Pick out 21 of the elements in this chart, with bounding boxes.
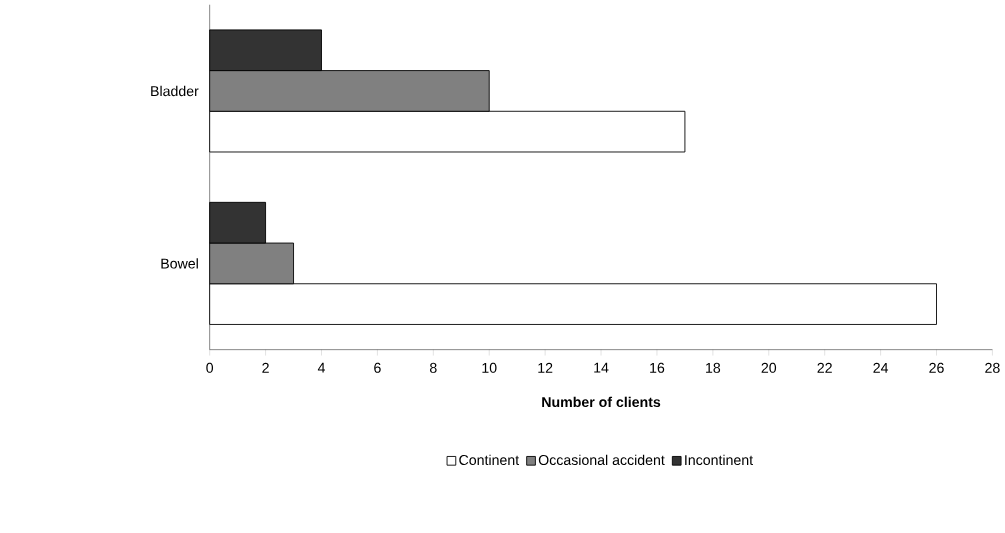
x-tick-label: 4 <box>317 362 326 373</box>
x-tick-label: 12 <box>538 362 553 373</box>
x-axis-title: Number of clients <box>542 396 661 407</box>
y-tick-label: Bowel <box>161 258 198 269</box>
legend-label: Incontinent <box>685 454 753 465</box>
x-tick-label: 28 <box>985 362 1000 373</box>
legend-label: Occasional accident <box>538 454 665 465</box>
x-tick-label: 20 <box>761 362 777 373</box>
x-tick-label: 0 <box>206 362 214 373</box>
x-tick-label: 8 <box>429 362 437 373</box>
x-tick-label: 18 <box>706 362 721 373</box>
x-tick-label: 10 <box>482 362 497 373</box>
x-tick-label: 26 <box>929 362 944 373</box>
x-tick-label: 22 <box>817 362 832 373</box>
y-tick-label: Bladder <box>151 85 199 96</box>
x-tick-label: 14 <box>594 362 609 373</box>
x-tick-label: 2 <box>262 362 269 373</box>
x-tick-label: 24 <box>873 362 889 373</box>
x-tick-label: 6 <box>374 362 381 373</box>
x-tick-label: 16 <box>650 362 665 373</box>
legend-label: Continent <box>459 454 520 465</box>
